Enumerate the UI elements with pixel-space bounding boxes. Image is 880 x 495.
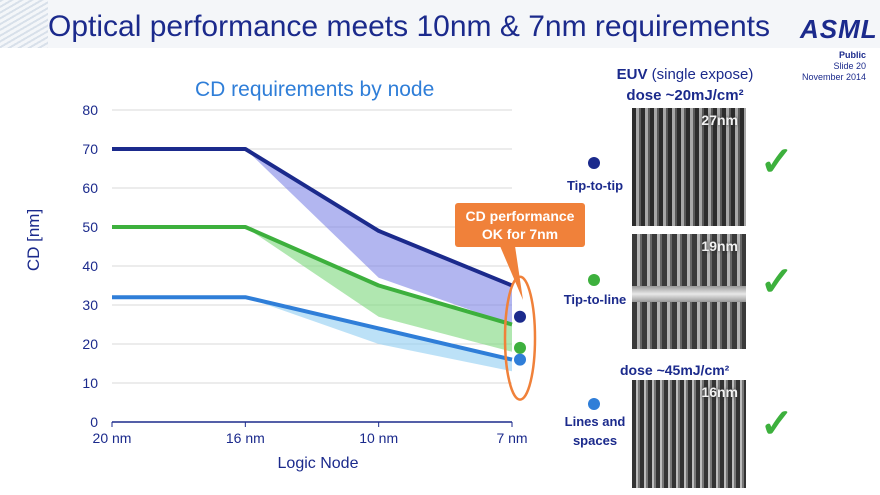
y-tick-label: 80: [82, 102, 98, 118]
slide-title: Optical performance meets 10nm & 7nm req…: [48, 10, 770, 43]
sem-line-bar: [632, 286, 746, 302]
spec-band-tip-to-line: [112, 227, 512, 352]
performance-callout: CD performance OK for 7nm: [455, 203, 585, 247]
series-line-tip-to-line: [112, 225, 513, 327]
slide-meta: Public Slide 20 November 2014: [802, 50, 866, 83]
euv-dose-1: dose ~20mJ/cm²: [626, 87, 744, 104]
y-tick-label: 0: [90, 414, 98, 430]
measured-point-tip-to-tip: [514, 310, 526, 323]
y-tick-label: 70: [82, 141, 98, 157]
axis-layer: [111, 421, 513, 427]
y-axis-label: CD [nm]: [24, 208, 43, 272]
feature-tip-to-tip: Tip-to-tip: [566, 178, 624, 193]
tick-layer: 0 10 20 30 40 50 60 70 80 20 nm 16 nm 10 nm 7 nm: [82, 102, 527, 446]
y-tick-label: 30: [82, 297, 98, 313]
feature-lines-spaces: Lines and spaces: [564, 414, 626, 448]
y-tick-label: 40: [82, 258, 98, 274]
x-tick-label: 7 nm: [496, 430, 527, 446]
x-tick-label: 10 nm: [359, 430, 398, 446]
asml-logo: ASML: [800, 14, 878, 44]
sem-label-27nm: 27nm: [701, 112, 738, 128]
tip-to-line-dot: [588, 274, 600, 286]
slide-number: Slide 20: [833, 61, 866, 71]
header-decoration: [0, 0, 48, 48]
x-tick-label: 20 nm: [93, 430, 132, 446]
sem-image-tip-to-line: 19nm: [632, 234, 746, 349]
measured-point-tip-to-line: [514, 341, 526, 354]
check-icon: ✓: [760, 140, 794, 184]
check-icon: ✓: [760, 260, 794, 304]
sem-label-16nm: 16nm: [701, 384, 738, 400]
slide-date: November 2014: [801, 72, 866, 82]
performance-ellipse: [503, 275, 537, 401]
callout-pointer: [500, 246, 523, 300]
sem-label-19nm: 19nm: [701, 238, 738, 254]
band-layer: [112, 149, 512, 372]
measured-point-lines-and-spaces: [514, 353, 526, 366]
lines-spaces-dot: [588, 398, 600, 410]
y-tick-label: 20: [82, 336, 98, 352]
point-layer: [500, 246, 537, 401]
check-icon: ✓: [760, 402, 794, 446]
y-tick-label: 50: [82, 219, 98, 235]
euv-subtitle: (single expose): [651, 66, 754, 83]
x-axis-label: Logic Node: [277, 455, 359, 472]
y-tick-label: 60: [82, 180, 98, 196]
x-tick-label: 16 nm: [226, 430, 265, 446]
tip-to-tip-dot: [588, 157, 600, 169]
cd-chart: 0 10 20 30 40 50 60 70 80 20 nm 16 nm 10 nm 7 nm: [82, 102, 537, 446]
euv-heading: EUV (single expose) dose ~20mJ/cm²: [600, 64, 770, 106]
euv-dose-2: dose ~45mJ/cm²: [620, 362, 730, 378]
header-band: [0, 0, 880, 48]
spec-band-tip-to-tip: [112, 149, 512, 325]
chart-title: CD requirements by node: [195, 78, 435, 101]
series-line-lines-and-spaces: [112, 295, 513, 362]
line-layer: [112, 147, 513, 362]
classification-label: Public: [838, 50, 866, 60]
y-tick-label: 10: [82, 375, 98, 391]
sem-image-tip-to-tip: 27nm: [632, 108, 746, 226]
series-line-tip-to-tip: [112, 147, 513, 288]
feature-tip-to-line: Tip-to-line: [563, 292, 627, 307]
sem-image-lines-spaces: 16nm: [632, 380, 746, 488]
euv-title: EUV: [616, 66, 648, 83]
